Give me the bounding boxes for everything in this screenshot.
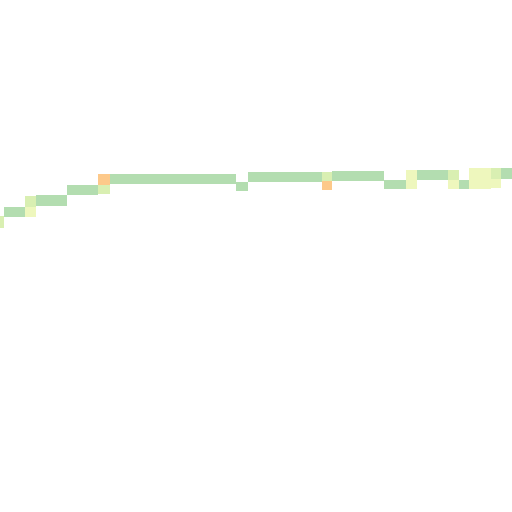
route-cell bbox=[491, 168, 501, 179]
route-cell bbox=[501, 168, 512, 179]
route-cell bbox=[36, 195, 67, 206]
route-layer bbox=[0, 168, 512, 228]
route-cell bbox=[459, 180, 469, 189]
route-cell bbox=[67, 185, 98, 195]
route-cell bbox=[4, 207, 25, 217]
route-cell bbox=[384, 180, 406, 189]
route-cell bbox=[248, 172, 322, 182]
route-cell bbox=[469, 180, 491, 189]
route-cell bbox=[417, 170, 448, 180]
route-cell bbox=[0, 216, 4, 228]
route-cell bbox=[110, 174, 236, 184]
route-cell bbox=[448, 170, 459, 180]
route-cell bbox=[236, 182, 248, 191]
route-cell bbox=[322, 181, 332, 190]
route-cell bbox=[491, 179, 501, 188]
route-cell bbox=[406, 180, 417, 189]
route-cell bbox=[406, 170, 417, 180]
route-cell bbox=[332, 171, 384, 181]
route-cell bbox=[25, 207, 36, 217]
route-cell bbox=[98, 174, 110, 185]
route-cell bbox=[448, 180, 459, 189]
route-cell bbox=[25, 196, 36, 207]
route-cell bbox=[469, 168, 491, 180]
route-cell bbox=[322, 172, 332, 181]
route-cell bbox=[98, 185, 110, 194]
